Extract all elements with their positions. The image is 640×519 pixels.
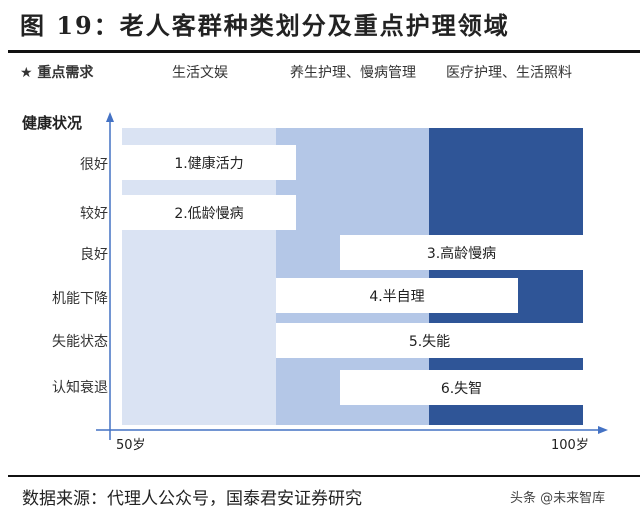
row-label: 很好	[80, 157, 108, 173]
need-health-care: 养生护理、慢病管理	[290, 65, 416, 81]
title-divider	[8, 50, 640, 53]
segment-box: 5.失能	[276, 323, 583, 358]
source-note: 数据来源：代理人公众号，国泰君安证券研究	[22, 489, 362, 509]
segment-box: 1.健康活力	[122, 145, 296, 180]
x-axis-end: 100岁	[551, 438, 589, 453]
row-label: 良好	[80, 247, 108, 263]
need-leisure: 生活文娱	[172, 65, 228, 81]
figure-title: 图 19：老人客群种类划分及重点护理领域	[20, 11, 510, 40]
row-label: 较好	[80, 206, 108, 222]
y-axis-label: 健康状况	[22, 114, 83, 132]
segment-box: 4.半自理	[276, 278, 518, 313]
segment-box: 3.高龄慢病	[340, 235, 583, 270]
needs-label: ★ 重点需求	[20, 65, 94, 81]
need-medical-care: 医疗护理、生活照料	[446, 65, 572, 81]
x-axis-start: 50岁	[116, 438, 146, 453]
watermark: 头条 @未来智库	[510, 491, 606, 506]
row-label: 机能下降	[52, 291, 108, 307]
footer-divider	[8, 475, 640, 477]
row-label: 认知衰退	[52, 380, 108, 396]
row-label: 失能状态	[52, 334, 108, 350]
segment-box: 2.低龄慢病	[122, 195, 296, 230]
segment-box: 6.失智	[340, 370, 583, 405]
